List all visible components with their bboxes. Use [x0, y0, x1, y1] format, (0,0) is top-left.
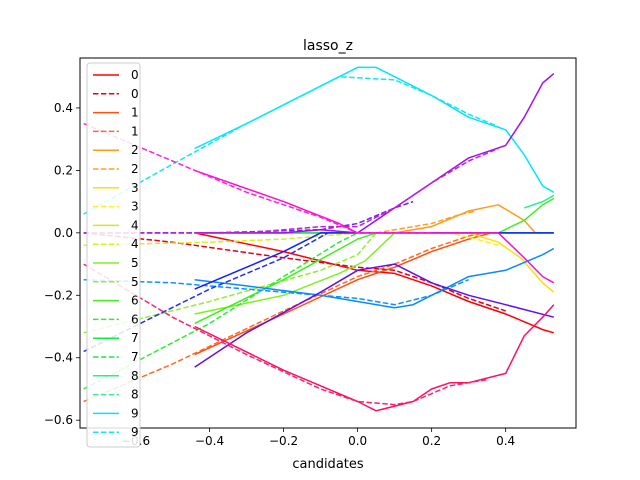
x-tick-label: 0.4	[496, 434, 515, 448]
legend-label: 9	[131, 425, 139, 439]
series-line-0-solid	[194, 232, 555, 334]
series-line-2-solid	[194, 204, 554, 234]
series-line-0-dashed	[83, 232, 506, 312]
legend-label: 0	[131, 87, 139, 101]
series-line-1-solid	[194, 232, 554, 356]
series-line-11-dashed	[83, 232, 329, 353]
legend-label: 1	[131, 124, 139, 138]
legend: 0 0 1 1 2 2 3 3 4 4 5 5 6 6 7 7 8 8 9 9	[86, 62, 141, 448]
legend-label: 2	[131, 162, 139, 176]
series-line-10-dashed	[83, 278, 469, 306]
series-line-13-dashed	[83, 147, 499, 234]
legend-label: 4	[131, 218, 139, 232]
y-tick-label: 0.4	[54, 101, 73, 115]
legend-label: 6	[131, 294, 139, 308]
legend-label: 1	[131, 106, 139, 120]
y-tick-label: 0.2	[54, 163, 73, 177]
legend-label: 9	[131, 406, 139, 420]
series-line-10-solid	[194, 247, 555, 309]
legend-label: 2	[131, 143, 139, 157]
legend-box	[86, 62, 141, 448]
axes-background	[80, 58, 576, 428]
series-layer	[83, 66, 555, 412]
legend-label: 5	[131, 275, 139, 289]
y-axis-ticks: −0.6 −0.4 −0.2 0.0 0.2 0.4	[44, 101, 80, 427]
series-line-9-dashed	[83, 75, 499, 215]
legend-label: 5	[131, 256, 139, 270]
x-tick-label: 0.2	[422, 434, 441, 448]
legend-label: 7	[131, 331, 139, 345]
legend-label: 4	[131, 237, 139, 251]
legend-label: 3	[131, 181, 139, 195]
series-line-12-solid	[194, 263, 554, 368]
series-line-5-dashed	[83, 232, 377, 334]
series-line-8-solid	[523, 194, 555, 209]
legend-label: 6	[131, 312, 139, 326]
legend-label: 8	[131, 388, 139, 402]
x-tick-label: −0.2	[269, 434, 298, 448]
legend-label: 8	[131, 369, 139, 383]
legend-label: 7	[131, 350, 139, 364]
axes-frame	[79, 57, 577, 429]
y-tick-label: −0.2	[44, 288, 73, 302]
x-tick-label: −0.4	[195, 434, 224, 448]
y-tick-label: 0.0	[54, 226, 73, 240]
series-line-14-dashed	[83, 122, 432, 234]
series-line-15-solid	[194, 304, 555, 412]
series-line-15-dashed	[83, 263, 488, 406]
series-line-6-dashed	[83, 232, 358, 390]
y-tick-label: −0.6	[44, 413, 73, 427]
plot-area: −0.6 −0.4 −0.2 0.0 0.2 0.4 −0.6 −0.4 −0.2 0.0 0.2…	[44, 57, 577, 448]
legend-label: 3	[131, 200, 139, 214]
series-line-1-dashed	[83, 232, 484, 403]
chart-title: lasso_z	[303, 38, 353, 54]
x-axis-label: candidates	[292, 457, 364, 472]
x-tick-label: 0.0	[348, 434, 367, 448]
legend-label: 0	[131, 68, 139, 82]
y-tick-label: −0.4	[44, 351, 73, 365]
